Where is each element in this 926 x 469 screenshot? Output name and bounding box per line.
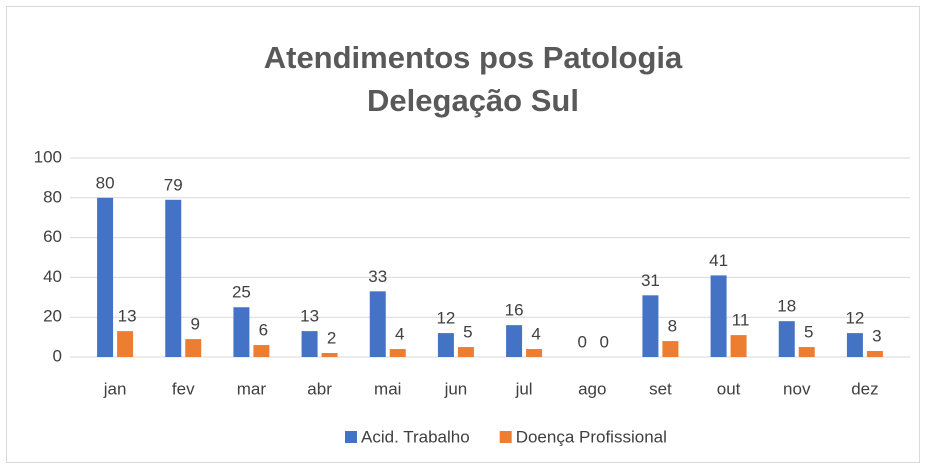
x-tick-label: set [649, 379, 672, 398]
x-tick-label: dez [851, 379, 878, 398]
data-label: 8 [668, 317, 677, 336]
data-label: 2 [327, 329, 336, 348]
x-tick-label: mar [237, 379, 267, 398]
x-tick-label: mai [374, 379, 401, 398]
bar [642, 295, 659, 357]
data-label: 41 [709, 251, 728, 270]
data-label: 9 [191, 315, 200, 334]
data-label: 5 [804, 323, 813, 342]
legend-swatch [499, 431, 512, 443]
bar [437, 333, 454, 357]
data-label: 0 [600, 332, 609, 351]
bar [710, 275, 727, 357]
bar [389, 349, 406, 357]
data-label: 12 [845, 309, 864, 328]
bar [506, 325, 523, 357]
x-tick-label: fev [172, 379, 195, 398]
data-label: 33 [368, 267, 387, 286]
data-label: 4 [531, 325, 540, 344]
y-tick-label: 60 [43, 227, 62, 246]
data-label: 3 [872, 327, 881, 346]
chart-title: Atendimentos pos Patologia [264, 40, 683, 75]
x-tick-label: out [717, 379, 741, 398]
data-label: 79 [164, 175, 183, 194]
data-label: 31 [641, 271, 660, 290]
bar [97, 197, 114, 357]
bar [846, 333, 863, 357]
bar [730, 335, 747, 357]
bar [457, 347, 474, 357]
chart-border [6, 6, 920, 463]
bar [117, 331, 134, 357]
bar [253, 345, 270, 357]
x-tick-label: jul [515, 379, 533, 398]
data-label: 12 [436, 309, 455, 328]
x-tick-label: abr [307, 379, 332, 398]
x-tick-label: nov [783, 379, 811, 398]
x-tick-label: ago [578, 379, 606, 398]
bar [185, 339, 202, 357]
legend-label: Acid. Trabalho [361, 427, 470, 446]
bar [369, 291, 386, 357]
data-label: 16 [505, 301, 524, 320]
bar [301, 331, 318, 357]
data-label: 18 [777, 297, 796, 316]
y-tick-label: 100 [34, 147, 62, 166]
data-label: 13 [300, 307, 319, 326]
bar [165, 199, 182, 357]
bar [798, 347, 815, 357]
chart-subtitle: Delegação Sul [367, 83, 579, 118]
y-tick-label: 40 [43, 267, 62, 286]
x-tick-label: jun [444, 379, 468, 398]
data-label: 5 [463, 323, 472, 342]
data-label: 6 [259, 321, 268, 340]
bar [321, 353, 338, 357]
data-label: 25 [232, 283, 251, 302]
legend-swatch [345, 431, 357, 443]
y-tick-label: 0 [53, 346, 62, 365]
legend-label: Doença Profissional [516, 427, 667, 446]
bar [866, 351, 883, 357]
bar [778, 321, 795, 357]
bar [662, 341, 679, 357]
data-label: 0 [578, 332, 587, 351]
data-label: 4 [395, 325, 404, 344]
bar [526, 349, 543, 357]
bar [233, 307, 250, 357]
x-tick-label: jan [103, 379, 127, 398]
data-label: 11 [732, 311, 750, 330]
y-tick-label: 20 [43, 307, 62, 326]
y-tick-label: 80 [43, 187, 62, 206]
data-label: 80 [96, 173, 115, 192]
data-label: 13 [118, 307, 137, 326]
